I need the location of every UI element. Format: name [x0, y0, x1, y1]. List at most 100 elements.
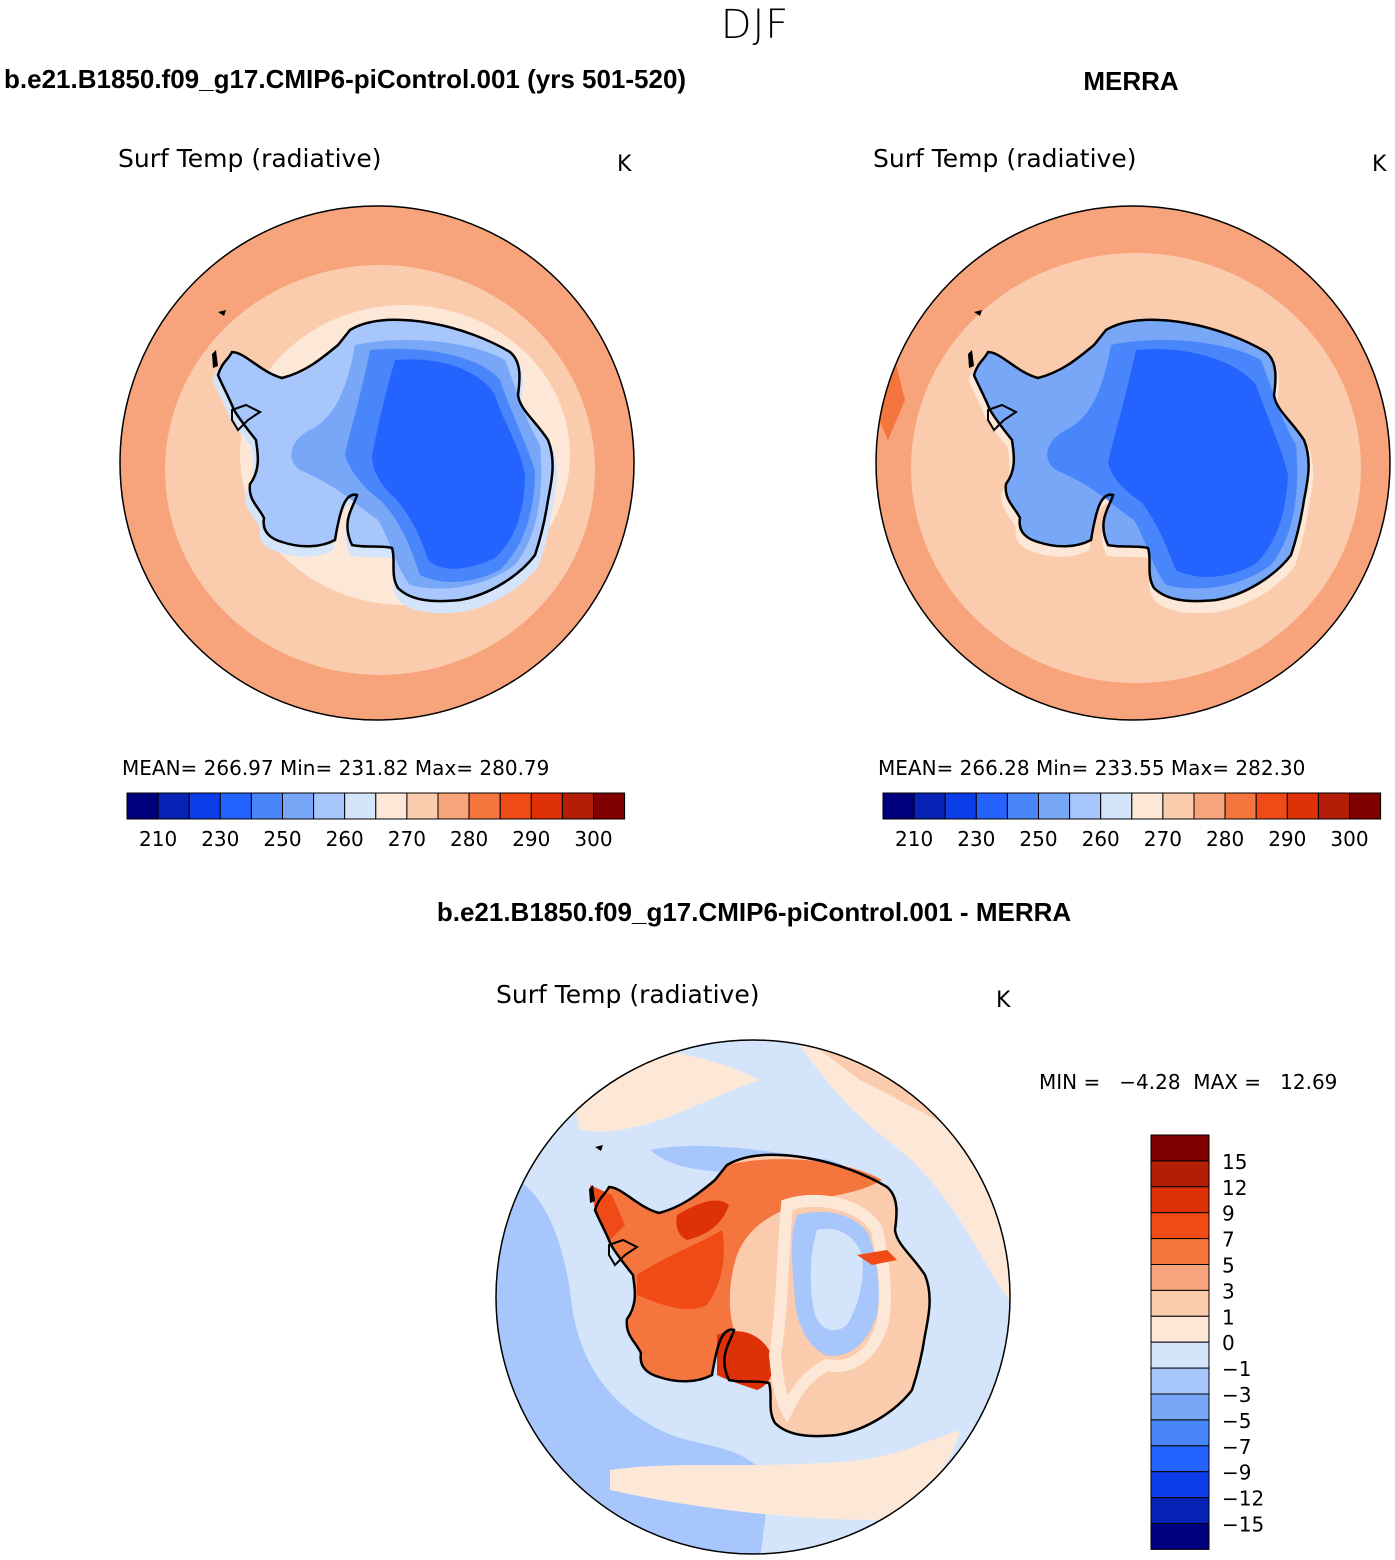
difference-island [595, 1145, 603, 1151]
colorbar-difference-swatch [1150, 1186, 1210, 1214]
panel-right-variable: Surf Temp (radiative) [873, 144, 1137, 173]
colorbar-difference-swatch [1150, 1160, 1210, 1188]
colorbar-left-swatch [188, 792, 221, 820]
colorbar-right-swatch [1317, 792, 1351, 820]
colorbar-difference-tick-label: −5 [1222, 1409, 1251, 1433]
colorbar-right-swatch [1006, 792, 1040, 820]
colorbar-left-tick-label: 260 [326, 827, 364, 851]
panel-left-variable: Surf Temp (radiative) [118, 144, 382, 173]
colorbar-difference-swatch [1150, 1341, 1210, 1369]
diff-minmax: MIN = −4.28 MAX = 12.69 [1039, 1070, 1338, 1094]
colorbar-left-tick-label: 300 [574, 827, 612, 851]
colorbar-right-tick-label: 230 [957, 827, 995, 851]
colorbar-right-swatch [1224, 792, 1257, 820]
colorbar-difference-tick-label: 15 [1222, 1150, 1247, 1174]
colorbar-left-tick-label: 270 [388, 827, 426, 851]
colorbar-left-swatch [530, 792, 563, 820]
colorbar-right-tick-label: 280 [1206, 827, 1244, 851]
colorbar-left-swatch [219, 792, 252, 820]
colorbar-right-swatch [1255, 792, 1288, 820]
colorbar-right-tick-label: 300 [1330, 827, 1368, 851]
colorbar-right-swatch [1162, 792, 1195, 820]
panel-left-heading: b.e21.B1850.f09_g17.CMIP6-piControl.001 … [4, 64, 687, 94]
colorbar-right-swatch [1131, 792, 1164, 820]
colorbar-difference-tick-label: −3 [1222, 1383, 1251, 1407]
diff-heading: b.e21.B1850.f09_g17.CMIP6-piControl.001 … [436, 897, 1072, 927]
colorbar-difference-swatch [1150, 1315, 1210, 1343]
merra-peninsula-coast [987, 403, 1018, 432]
panel-left-units: K [617, 152, 632, 177]
colorbar-right-swatch [913, 792, 946, 820]
colorbar-left-tick-label: 230 [201, 827, 239, 851]
model-map-outline [119, 205, 635, 721]
colorbar-difference-tick-label: 3 [1222, 1279, 1235, 1303]
colorbar-right-tick-label: 210 [895, 827, 933, 851]
merra-island-2 [968, 350, 974, 368]
colorbar-difference-swatch [1150, 1523, 1210, 1550]
colorbar-left-swatch [561, 792, 595, 820]
colorbar-right-swatch [1038, 792, 1071, 820]
colorbar-difference-tick-label: 12 [1222, 1176, 1247, 1200]
colorbar-difference-tick-label: 7 [1222, 1228, 1235, 1252]
colorbar-difference-swatch [1150, 1212, 1210, 1240]
panel-left-stats: MEAN= 266.97 Min= 231.82 Max= 280.79 [122, 756, 550, 780]
colorbar-right-swatch [1193, 792, 1226, 820]
colorbar-right-swatch [882, 792, 915, 820]
colorbar-left-tick-label: 210 [139, 827, 177, 851]
merra-polar-map [876, 206, 1390, 720]
colorbar-difference-tick-label: −15 [1222, 1513, 1264, 1537]
model-polar-map [120, 206, 634, 720]
colorbar-left-swatch [406, 792, 439, 820]
colorbar-difference-swatch [1150, 1419, 1210, 1447]
colorbar-difference-tick-label: −9 [1222, 1461, 1251, 1485]
colorbar-right-swatch [944, 792, 977, 820]
colorbar-right-tick-label: 250 [1019, 827, 1057, 851]
difference-peninsula-coast [608, 1238, 639, 1267]
model-island-2 [212, 350, 218, 368]
difference-polar-map [496, 1040, 1010, 1554]
colorbar-right-swatch [1069, 792, 1102, 820]
colorbar-difference-swatch [1150, 1367, 1210, 1395]
colorbar-difference-swatch [1150, 1264, 1210, 1291]
colorbar-right-swatch [975, 792, 1008, 820]
colorbar-difference-tick-label: 0 [1222, 1331, 1235, 1355]
colorbar-left-swatch [313, 792, 346, 820]
colorbar-left-swatch [375, 792, 408, 820]
colorbar-difference-swatch [1150, 1289, 1210, 1317]
colorbar-left-swatch [437, 792, 470, 820]
colorbar-difference-tick-label: −7 [1222, 1435, 1251, 1459]
colorbar-difference-tick-label: 1 [1222, 1305, 1235, 1329]
colorbar-difference-tick-label: −12 [1222, 1487, 1264, 1511]
colorbar-left-swatch [157, 792, 190, 820]
colorbar-left-tick-label: 290 [512, 827, 550, 851]
difference-island-2 [589, 1185, 595, 1203]
colorbar-right-swatch [1349, 792, 1382, 820]
colorbar-left-tick-label: 280 [450, 827, 488, 851]
colorbar-right: 210 230 250 260 270 280 290 300 [882, 792, 1382, 851]
colorbar-left-swatch [282, 792, 315, 820]
difference-map-outline [495, 1039, 1011, 1555]
page-title: DJF [720, 2, 790, 48]
colorbar-right-tick-label: 270 [1144, 827, 1182, 851]
colorbar-left-swatch [344, 792, 377, 820]
colorbar-left-swatch [499, 792, 532, 820]
diff-variable: Surf Temp (radiative) [496, 980, 760, 1009]
colorbar-difference-tick-label: 9 [1222, 1202, 1235, 1226]
colorbar-left-tick-label: 250 [263, 827, 301, 851]
colorbar-difference-tick-label: −1 [1222, 1357, 1251, 1381]
panel-right-heading: MERRA [1083, 66, 1179, 96]
colorbar-left: 210 230 250 260 270 280 290 300 [126, 792, 626, 851]
colorbar-left-swatch [250, 792, 283, 820]
colorbar-left-swatch [593, 792, 626, 820]
merra-map-outline [875, 205, 1391, 721]
merra-island [974, 310, 982, 316]
panel-right-stats: MEAN= 266.28 Min= 233.55 Max= 282.30 [878, 756, 1306, 780]
colorbar-right-swatch [1286, 792, 1319, 820]
colorbar-difference-swatch [1150, 1445, 1210, 1473]
colorbar-left-swatch [126, 792, 159, 820]
panel-right-units: K [1372, 152, 1387, 177]
diff-units: K [996, 988, 1011, 1013]
colorbar-right-tick-label: 290 [1268, 827, 1306, 851]
